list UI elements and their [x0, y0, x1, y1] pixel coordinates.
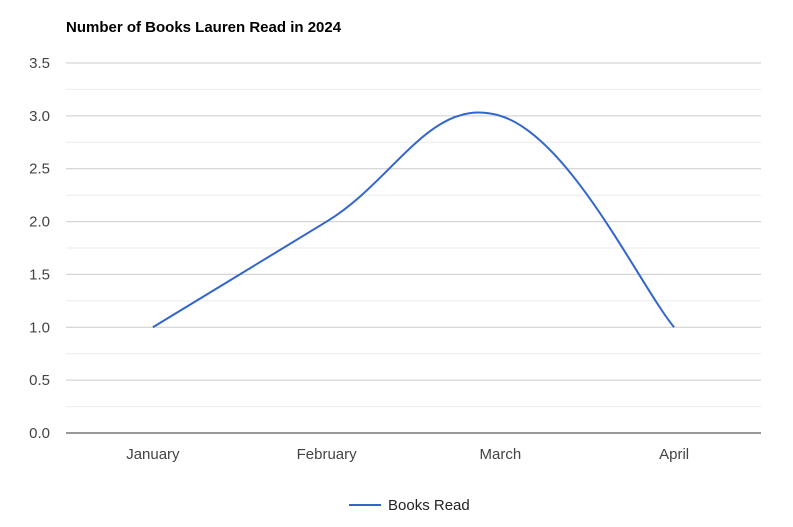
x-tick-label: February	[297, 446, 358, 463]
x-tick-label: January	[126, 446, 180, 463]
x-tick-label: March	[480, 446, 522, 463]
y-tick-label: 2.5	[29, 161, 50, 178]
x-axis-ticks: January February March April	[126, 446, 689, 463]
y-tick-label: 0.0	[29, 425, 50, 442]
gridlines	[66, 62, 761, 408]
y-tick-label: 0.5	[29, 372, 50, 389]
x-tick-label: April	[659, 446, 689, 463]
y-tick-label: 1.5	[29, 266, 50, 283]
series-lines	[152, 111, 675, 329]
legend-label-books-read: Books Read	[388, 497, 470, 514]
legend[interactable]: Books Read	[349, 497, 470, 514]
y-tick-label: 2.0	[29, 214, 50, 231]
y-tick-label: 3.0	[29, 108, 50, 125]
y-tick-label: 3.5	[29, 55, 50, 72]
y-axis-ticks: 0.0 0.5 1.0 1.5 2.0 2.5 3.0 3.5	[29, 55, 50, 442]
chart-title: Number of Books Lauren Read in 2024	[66, 19, 342, 36]
y-tick-label: 1.0	[29, 319, 50, 336]
series-line-books-read	[152, 111, 675, 329]
